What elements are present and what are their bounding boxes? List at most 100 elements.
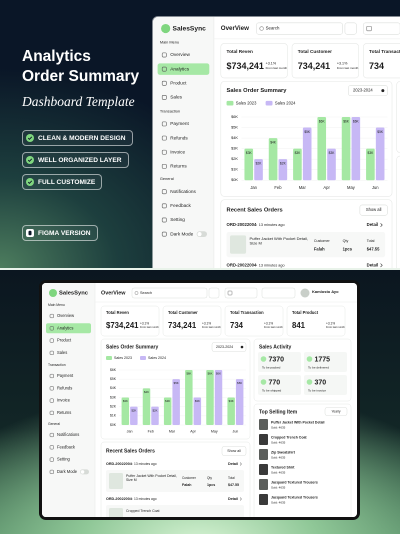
activity-icon xyxy=(260,379,267,385)
bar-label: $2K xyxy=(153,408,158,412)
hero-title: Order Summary xyxy=(22,68,140,85)
product-image xyxy=(229,235,247,254)
menu-item[interactable]: Analytics xyxy=(57,325,73,330)
menu-item[interactable]: Sales xyxy=(170,95,182,100)
menu-item[interactable]: Setting xyxy=(170,217,185,222)
menu-item[interactable]: Dark Mode xyxy=(170,231,193,236)
menu-item[interactable]: Refunds xyxy=(170,135,188,140)
product-name: Cropped Trench Coat xyxy=(126,509,160,513)
stat-note: From last month xyxy=(266,66,288,70)
x-tick-label: Jan xyxy=(250,185,257,190)
x-tick-label: Apr xyxy=(323,185,330,190)
bar xyxy=(341,117,351,181)
menu-item[interactable]: Sales xyxy=(57,350,67,355)
menu-item[interactable]: Refunds xyxy=(57,385,72,390)
menu-icon xyxy=(161,135,167,141)
bar xyxy=(366,148,375,181)
bar-label: $6K xyxy=(208,372,213,376)
x-tick-label: Mar xyxy=(299,185,307,190)
bar xyxy=(172,379,180,425)
stat-card xyxy=(291,43,359,79)
menu-icon xyxy=(49,338,54,343)
column-header: Qty xyxy=(343,239,349,243)
menu-item[interactable]: Payment xyxy=(57,373,74,378)
avatar xyxy=(300,288,310,298)
calendar-icon xyxy=(366,25,372,32)
menu-item[interactable]: Feedback xyxy=(57,444,76,449)
filter-button[interactable] xyxy=(344,22,357,35)
date-picker[interactable] xyxy=(363,22,400,35)
filter-button[interactable] xyxy=(208,287,220,299)
menu-item[interactable]: Dark Mode xyxy=(57,469,78,474)
separator-dot xyxy=(131,463,133,465)
search-box[interactable] xyxy=(131,287,208,299)
menu-item[interactable]: Feedback xyxy=(170,203,191,208)
bar xyxy=(293,148,302,181)
menu-item[interactable]: Overview xyxy=(57,313,74,318)
legend-label: Sales 2023 xyxy=(236,100,257,105)
legend-label: Sales 2024 xyxy=(275,100,296,105)
figma-icon xyxy=(26,229,34,237)
menu-item[interactable]: Invoice xyxy=(57,398,71,403)
user-name: Kamlosto Ayo xyxy=(312,289,339,294)
dropdown[interactable] xyxy=(261,287,296,299)
item-name: Zip Sweatshirt xyxy=(271,450,296,454)
menu-item[interactable]: Product xyxy=(57,338,72,343)
search-box[interactable] xyxy=(256,22,343,35)
stat-change: +3.1% xyxy=(326,321,335,325)
date-picker[interactable] xyxy=(224,287,258,299)
menu-item[interactable]: Overview xyxy=(170,52,190,57)
menu-item[interactable]: Payment xyxy=(170,121,189,126)
activity-title: Sales Activity xyxy=(259,344,292,350)
menu-item[interactable]: Returns xyxy=(170,164,187,169)
bar-label: $3K xyxy=(246,151,253,155)
bar xyxy=(142,388,151,425)
x-tick-label: Mar xyxy=(169,429,176,433)
detail-link[interactable]: Detail xyxy=(367,262,379,267)
detail-link[interactable]: Detail xyxy=(367,222,379,227)
menu-item[interactable]: Analytics xyxy=(170,66,189,71)
period-text: 2023-2024 xyxy=(216,345,233,349)
y-tick-label: $1K xyxy=(231,167,238,172)
menu-item[interactable]: Notifications xyxy=(57,432,79,437)
bar xyxy=(375,127,385,181)
stat-card xyxy=(363,43,400,79)
stat-card xyxy=(224,305,284,337)
order-qty: 1pcs xyxy=(343,246,353,251)
product-image xyxy=(109,473,123,489)
show-all-text[interactable]: Show all xyxy=(227,449,241,453)
menu-item[interactable]: Notifications xyxy=(170,189,196,194)
bar xyxy=(351,117,361,181)
bar-label: $3K xyxy=(329,151,336,155)
period-select[interactable] xyxy=(324,407,348,416)
top-selling-title: Top Selling Item xyxy=(259,409,298,415)
menu-icon xyxy=(49,398,54,403)
x-tick-label: Jan xyxy=(127,429,133,433)
menu-item[interactable]: Product xyxy=(170,80,187,85)
period-select[interactable] xyxy=(348,85,388,97)
order-item xyxy=(226,231,386,258)
top-selling-panel xyxy=(253,403,352,517)
menu-item[interactable]: Setting xyxy=(57,457,70,462)
order-time: 13 minutes ago xyxy=(259,263,285,267)
stat-label: Total Reven xyxy=(106,310,129,315)
menu-item[interactable]: Returns xyxy=(57,410,71,415)
stat-card xyxy=(286,305,346,337)
item-sales: Sold: 4635 xyxy=(271,500,286,504)
menu-item[interactable]: Invoice xyxy=(170,149,185,154)
show-all-text[interactable]: Show all xyxy=(366,207,382,212)
period-select[interactable] xyxy=(211,342,247,352)
toggle-knob xyxy=(197,232,202,237)
show-all-button[interactable] xyxy=(359,204,388,216)
bar xyxy=(121,397,130,425)
menu-heading: Main Menu xyxy=(48,303,65,307)
period-icon xyxy=(381,89,385,93)
item-name: Cropped Trench Coat xyxy=(271,435,307,439)
activity-tile xyxy=(304,375,347,395)
bar xyxy=(214,370,223,425)
item-sales: Sold: 4635 xyxy=(271,470,286,474)
detail-link[interactable]: Detail xyxy=(228,497,238,501)
show-all-button[interactable] xyxy=(221,446,247,456)
stat-value: $734,241 xyxy=(106,321,139,330)
detail-link[interactable]: Detail xyxy=(228,462,238,466)
